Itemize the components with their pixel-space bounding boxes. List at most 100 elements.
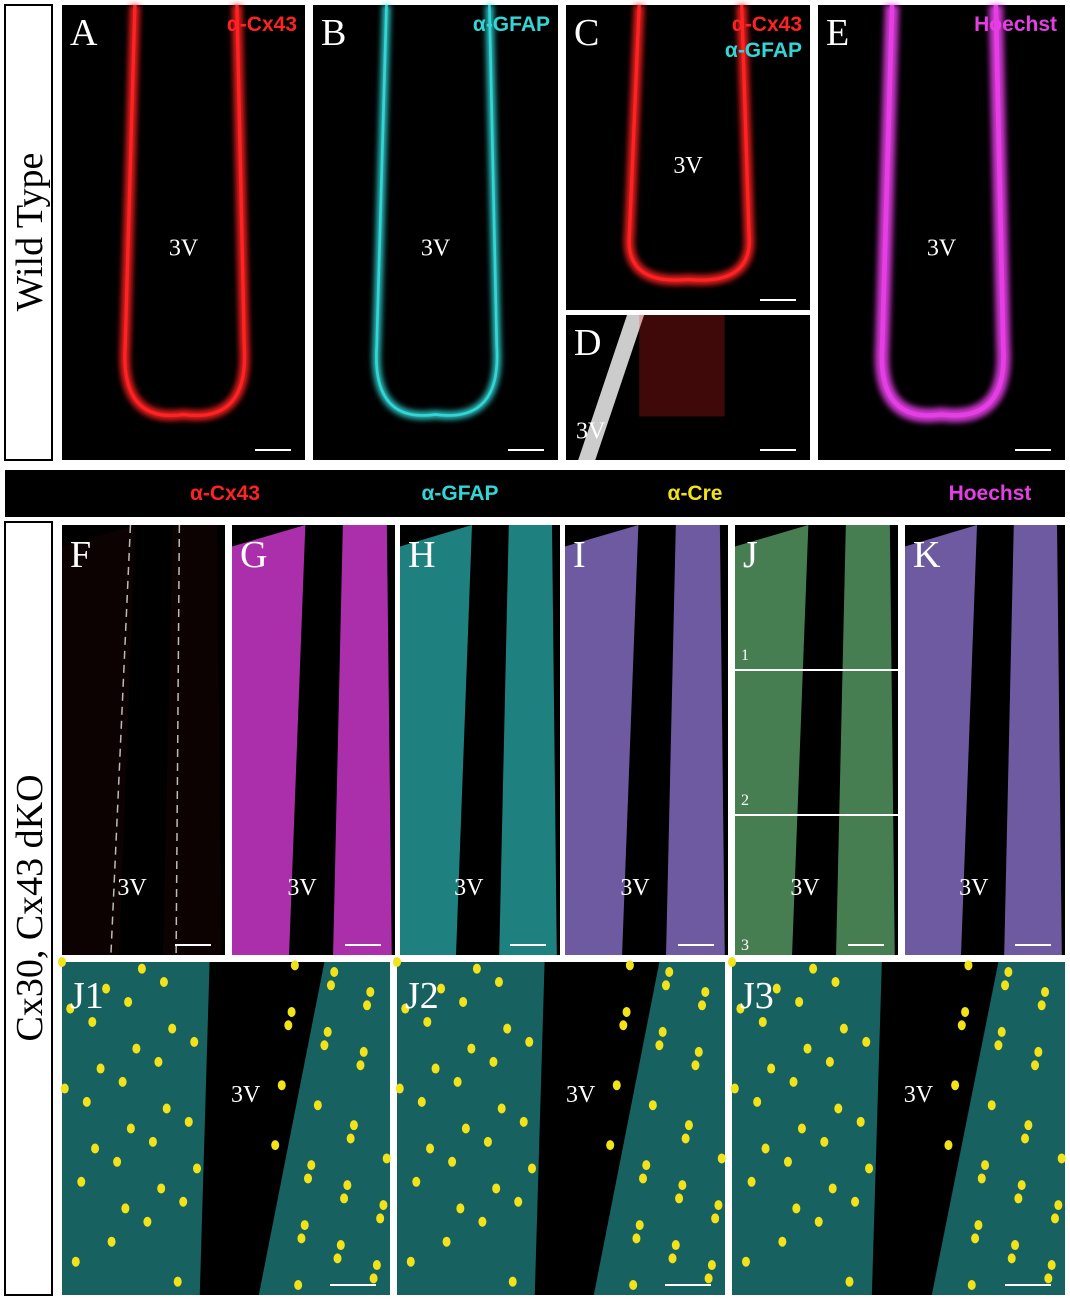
cre-nucleus bbox=[665, 966, 674, 977]
cre-nucleus bbox=[1004, 966, 1013, 977]
region-label: 3V bbox=[927, 235, 957, 261]
cre-nucleus bbox=[789, 1076, 798, 1087]
tissue bbox=[905, 525, 977, 955]
cre-nucleus bbox=[997, 1026, 1006, 1037]
cre-nucleus bbox=[778, 1236, 787, 1247]
cre-nucleus bbox=[113, 1156, 122, 1167]
panel-letter: E bbox=[826, 12, 849, 54]
cre-nucleus bbox=[193, 1163, 202, 1174]
cre-nucleus bbox=[1031, 1060, 1040, 1071]
cre-nucleus bbox=[519, 1116, 528, 1127]
cre-nucleus bbox=[102, 983, 111, 994]
image-content bbox=[119, 4, 250, 421]
cre-nucleus bbox=[767, 1063, 776, 1074]
panel-bg bbox=[397, 962, 725, 1295]
cre-nucleus bbox=[964, 960, 973, 971]
cre-nucleus bbox=[359, 1046, 368, 1057]
cre-nucleus bbox=[379, 1200, 388, 1211]
cre-nucleus bbox=[862, 1036, 871, 1047]
panel-bg bbox=[62, 525, 225, 955]
panel-letter: I bbox=[573, 534, 586, 576]
micrograph: E Hoechst 3V bbox=[818, 4, 1065, 460]
cre-nucleus bbox=[459, 996, 468, 1007]
cre-nucleus bbox=[783, 1156, 792, 1167]
cre-nucleus bbox=[1054, 1200, 1063, 1211]
cre-nucleus bbox=[300, 1220, 309, 1231]
cre-nucleus bbox=[277, 1080, 286, 1091]
micrograph: F 3V bbox=[62, 524, 225, 956]
cre-nucleus bbox=[961, 1006, 970, 1017]
cre-nucleus bbox=[304, 1173, 312, 1184]
cre-nucleus bbox=[503, 1023, 512, 1034]
image-content bbox=[232, 525, 392, 955]
cre-nucleus bbox=[157, 1183, 166, 1194]
cre-nucleus bbox=[356, 1060, 365, 1071]
image-content bbox=[58, 957, 391, 1295]
stain-label: Hoechst bbox=[974, 13, 1057, 36]
cre-nucleus bbox=[981, 1160, 990, 1171]
tissue bbox=[836, 525, 895, 955]
micrograph: J 3V 1 2 3 bbox=[735, 525, 898, 955]
cre-nucleus bbox=[118, 1076, 127, 1087]
cre-nucleus bbox=[675, 1193, 684, 1204]
cre-nucleus bbox=[684, 1120, 693, 1131]
panel-letter: J2 bbox=[405, 975, 439, 1017]
cre-nucleus bbox=[453, 1076, 462, 1087]
cre-nucleus bbox=[772, 983, 781, 994]
region-label: 3V bbox=[959, 875, 989, 901]
cre-nucleus bbox=[478, 1216, 487, 1227]
region-label: 3V bbox=[169, 235, 199, 261]
cre-nucleus bbox=[333, 1253, 342, 1264]
panel-bg bbox=[62, 962, 390, 1295]
cre-nucleus bbox=[1047, 1260, 1056, 1271]
cre-nucleus bbox=[137, 963, 146, 974]
cre-nucleus bbox=[994, 1040, 1003, 1051]
cre-nucleus bbox=[661, 980, 670, 991]
cre-nucleus bbox=[1037, 1000, 1046, 1011]
cre-nucleus bbox=[711, 1213, 720, 1224]
cre-nucleus bbox=[124, 996, 133, 1007]
cre-nucleus bbox=[143, 1216, 152, 1227]
tissue bbox=[232, 525, 306, 955]
cre-nucleus bbox=[494, 976, 503, 987]
cre-nucleus bbox=[88, 1016, 97, 1027]
cre-nucleus bbox=[71, 1256, 80, 1267]
cre-nucleus bbox=[271, 1140, 280, 1151]
cre-nucleus bbox=[619, 1020, 628, 1031]
cre-nucleus bbox=[393, 957, 401, 967]
cre-nucleus bbox=[625, 960, 634, 971]
tissue bbox=[333, 525, 392, 955]
cre-nucleus bbox=[681, 1133, 690, 1144]
region-label: 3V bbox=[673, 153, 703, 179]
panel-letter: A bbox=[70, 12, 98, 54]
cre-nucleus bbox=[58, 957, 66, 967]
cre-nucleus bbox=[1044, 1273, 1053, 1284]
cre-nucleus bbox=[489, 1056, 498, 1067]
cre-nucleus bbox=[977, 1173, 986, 1184]
cre-nucleus bbox=[658, 1026, 667, 1037]
cre-nucleus bbox=[758, 1016, 767, 1027]
cre-nucleus bbox=[528, 1163, 537, 1174]
cre-nucleus bbox=[957, 1020, 966, 1031]
tissue bbox=[735, 525, 809, 955]
cre-nucleus bbox=[704, 1273, 713, 1284]
cre-nucleus bbox=[406, 1256, 415, 1267]
cre-nucleus bbox=[442, 1236, 451, 1247]
cre-nucleus bbox=[820, 1136, 829, 1147]
tissue bbox=[836, 525, 895, 955]
cre-nucleus bbox=[508, 1276, 517, 1287]
legend-label: α-GFAP bbox=[421, 482, 498, 505]
cre-nucleus bbox=[736, 1003, 745, 1014]
cre-nucleus bbox=[691, 1060, 700, 1071]
micrograph: K 3V bbox=[905, 525, 1065, 955]
cre-nucleus bbox=[839, 1023, 848, 1034]
cre-nucleus bbox=[730, 1083, 739, 1094]
panel-letter: H bbox=[408, 534, 435, 576]
panel-letter: K bbox=[913, 534, 941, 576]
panel-letter: J3 bbox=[740, 975, 774, 1017]
tissue bbox=[732, 962, 882, 1295]
row-label: Wild Type bbox=[9, 153, 51, 312]
